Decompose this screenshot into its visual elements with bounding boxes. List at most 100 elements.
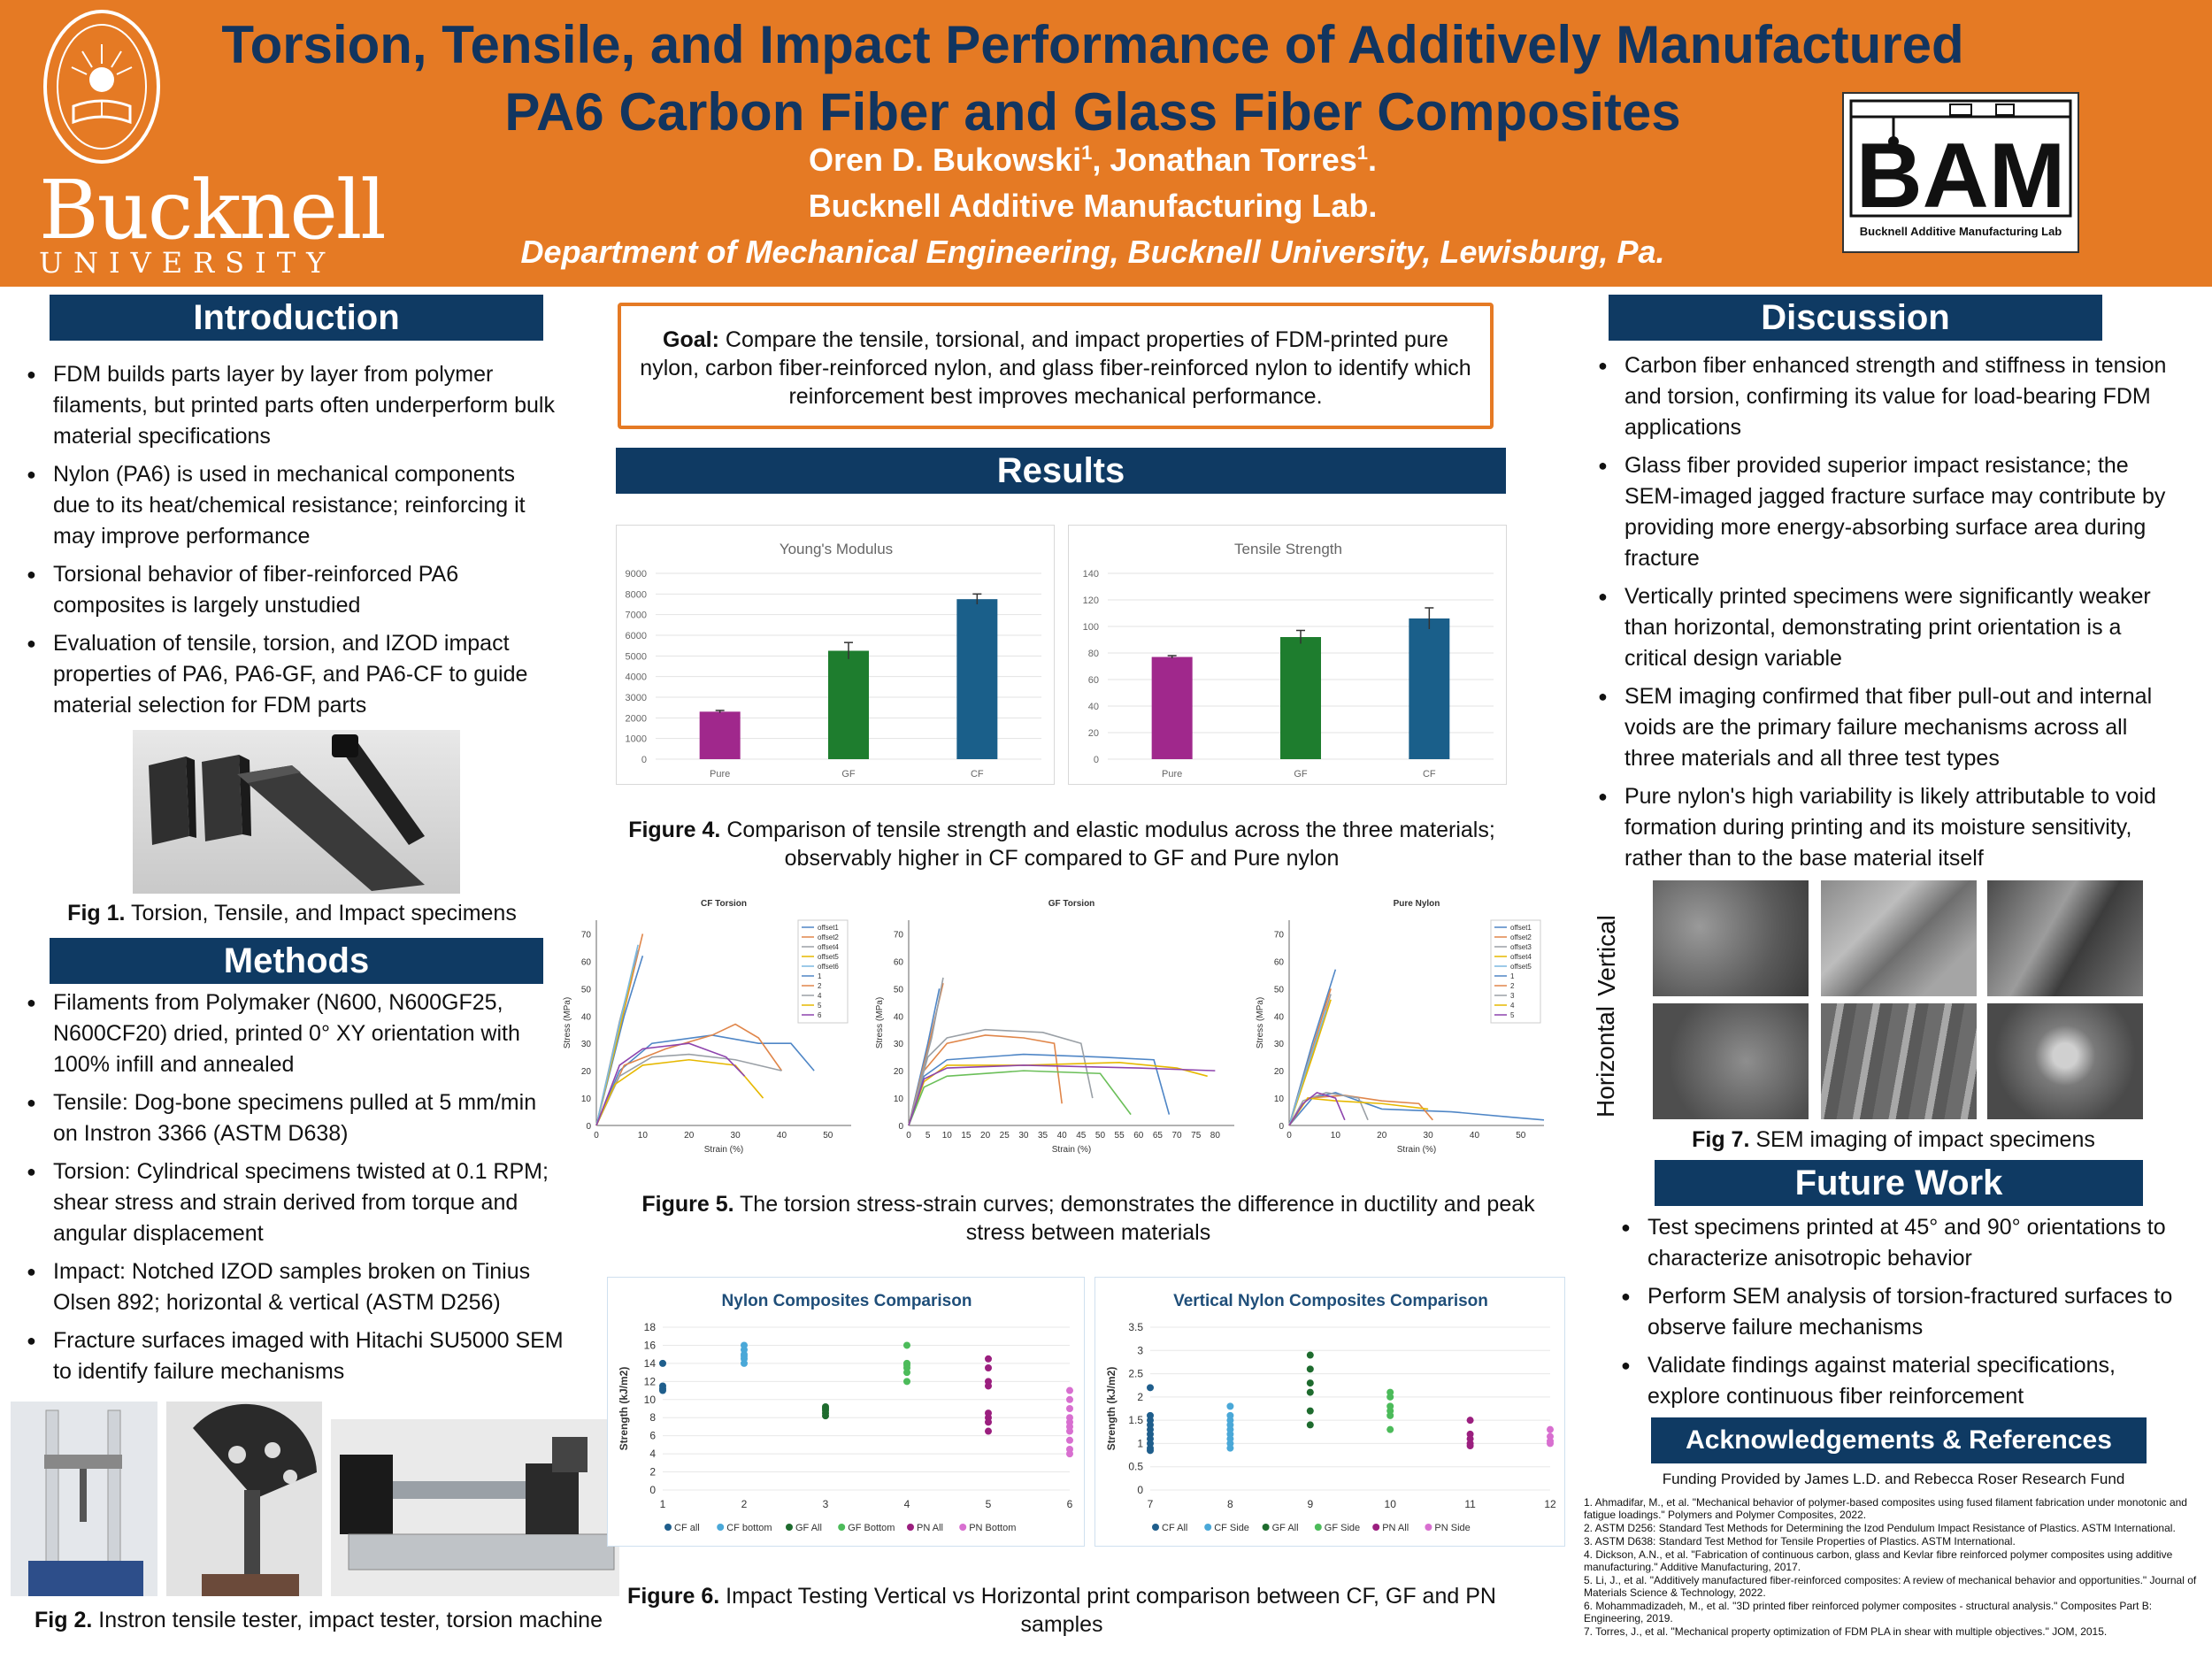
torsion-machine-photo [331,1419,619,1596]
data-point [1147,1447,1154,1455]
fig5-text: The torsion stress-strain curves; demons… [733,1192,1535,1245]
legend-label: CF All [1162,1523,1187,1533]
x-tick-label: 55 [1115,1131,1125,1141]
author-2-affiliation: 1 [1356,142,1368,164]
x-tick-label: 65 [1153,1131,1164,1141]
bam-logo-caption: Bucknell Additive Manufacturing Lab [1860,225,2062,238]
legend-swatch [1425,1524,1432,1531]
x-tick-label: 1 [660,1498,666,1510]
fig4-text: Comparison of tensile strength and elast… [720,818,1495,871]
legend-swatch [717,1524,725,1531]
legend-label: CF all [674,1523,700,1533]
x-tick-label: 2 [741,1498,748,1510]
legend-label: 5 [818,1002,822,1010]
fig4-caption: Figure 4. Comparison of tensile strength… [619,816,1504,872]
series-line [595,944,639,1126]
bar [699,711,741,759]
x-tick-label: 15 [961,1131,972,1141]
data-point [741,1352,748,1360]
fig6-caption: Figure 6. Impact Testing Vertical vs Hor… [619,1582,1504,1639]
fig7-caption: Fig 7. SEM imaging of impact specimens [1646,1125,2141,1154]
department: Department of Mechanical Engineering, Bu… [520,234,1665,270]
data-point [1306,1388,1314,1396]
y-tick-label: 10 [894,1094,904,1104]
future-work-heading: Future Work [1655,1160,2143,1206]
author-1: Oren D. Bukowski [809,142,1082,178]
legend-swatch [664,1524,672,1531]
y-tick-label: 30 [1274,1040,1285,1049]
legend-swatch [1372,1524,1380,1531]
references-list: 1. Ahmadifar, M., et al. "Mechanical beh… [1584,1496,2203,1639]
legend-swatch [959,1524,967,1531]
y-axis-label: Stress (MPa) [875,997,885,1048]
fig6-text: Impact Testing Vertical vs Horizontal pr… [719,1584,1496,1637]
x-tick-label: 5 [986,1498,992,1510]
legend-label: 6 [818,1011,822,1019]
impact-tester-photo-icon [166,1402,322,1596]
x-tick-label: 20 [684,1131,695,1141]
x-axis-label: Strain (%) [704,1145,743,1155]
x-tick-label: 0 [906,1131,911,1141]
fig2-text: Instron tensile tester, impact tester, t… [92,1608,603,1632]
data-point [1066,1450,1073,1458]
legend-label: offset2 [818,933,839,941]
y-axis-label: Strength (kJ/m2) [1105,1367,1118,1451]
legend-label: 1 [1510,972,1515,980]
y-tick-label: 100 [1083,622,1099,633]
data-point [985,1418,992,1426]
y-tick-label: 60 [1088,675,1099,686]
series-line [1288,1092,1545,1126]
legend-label: offset1 [1510,924,1532,932]
bar [1280,637,1321,759]
tensile-strength-panel: Tensile Strength 0 20 40 60 80 100 120 140 Pure GF… [1068,525,1507,785]
data-point [822,1412,829,1420]
data-point [1306,1407,1314,1415]
tensile-strength-chart: Tensile Strength 0 20 40 60 80 100 120 140 Pure GF… [1083,541,1494,780]
author-2: Jonathan Torres [1110,142,1357,178]
nylon-composites-chart: Nylon Composites Comparison0246810121416… [618,1292,1073,1533]
y-tick-label: 0 [649,1484,656,1496]
y-tick-label: 10 [644,1394,657,1406]
data-point [1386,1393,1394,1401]
methods-item: Impact: Notched IZOD samples broken on T… [27,1256,566,1318]
x-tick-label: 0 [1286,1131,1292,1141]
reference-item: 5. Li, J., et al. "Additively manufactur… [1584,1574,2197,1599]
sem-image [1821,1003,1977,1119]
reference-item: 4. Dickson, A.N., et al. "Fabrication of… [1584,1548,2173,1573]
x-tick-label: 10 [1331,1131,1341,1141]
fig1-text: Torsion, Tensile, and Impact specimens [125,901,517,926]
data-point [1066,1427,1073,1435]
chart-title: CF Torsion [701,899,747,909]
y-tick-label: 20 [894,1067,904,1077]
data-point [1386,1411,1394,1419]
future-work-item: Validate findings against material speci… [1621,1350,2187,1412]
reference-item: 2. ASTM D256: Standard Test Methods for … [1584,1522,2176,1534]
x-tick-label: 70 [1171,1131,1182,1141]
y-tick-label: 80 [1088,649,1099,659]
y-tick-label: 0.5 [1128,1461,1143,1473]
bar [1409,618,1450,759]
series-line [1288,1091,1346,1126]
legend-label: GF All [1272,1523,1299,1533]
series-line [595,955,644,1126]
bam-logo-text: BAM [1856,125,2066,227]
data-point [1306,1379,1314,1387]
data-point [659,1385,666,1393]
bam-logo: BAM Bucknell Additive Manufacturing Lab [1842,92,2079,253]
methods-item: Tensile: Dog-bone specimens pulled at 5 … [27,1087,566,1149]
sem-image [1987,1003,2143,1119]
x-tick-label: 40 [1057,1131,1068,1141]
legend-label: offset6 [818,963,839,971]
legend-label: 2 [1510,982,1515,990]
pure-nylon-torsion-chart: Pure Nylon 0 10 20 30 40 50 60 70 0 10 20 30 40 50 Stra… [1256,899,1545,1155]
y-tick-label: 140 [1083,569,1099,580]
chart-title: Nylon Composites Comparison [722,1292,972,1310]
discussion-heading: Discussion [1609,295,2102,341]
legend-swatch [1204,1524,1212,1531]
legend-label: offset2 [1510,933,1532,941]
data-point [903,1361,910,1369]
y-tick-label: 14 [644,1357,657,1370]
discussion-item: Vertically printed specimens were signif… [1598,581,2173,674]
y-tick-label: 2.5 [1128,1368,1143,1380]
vertical-composites-panel: Vertical Nylon Composites Comparison 0 0.5… [1094,1277,1565,1547]
